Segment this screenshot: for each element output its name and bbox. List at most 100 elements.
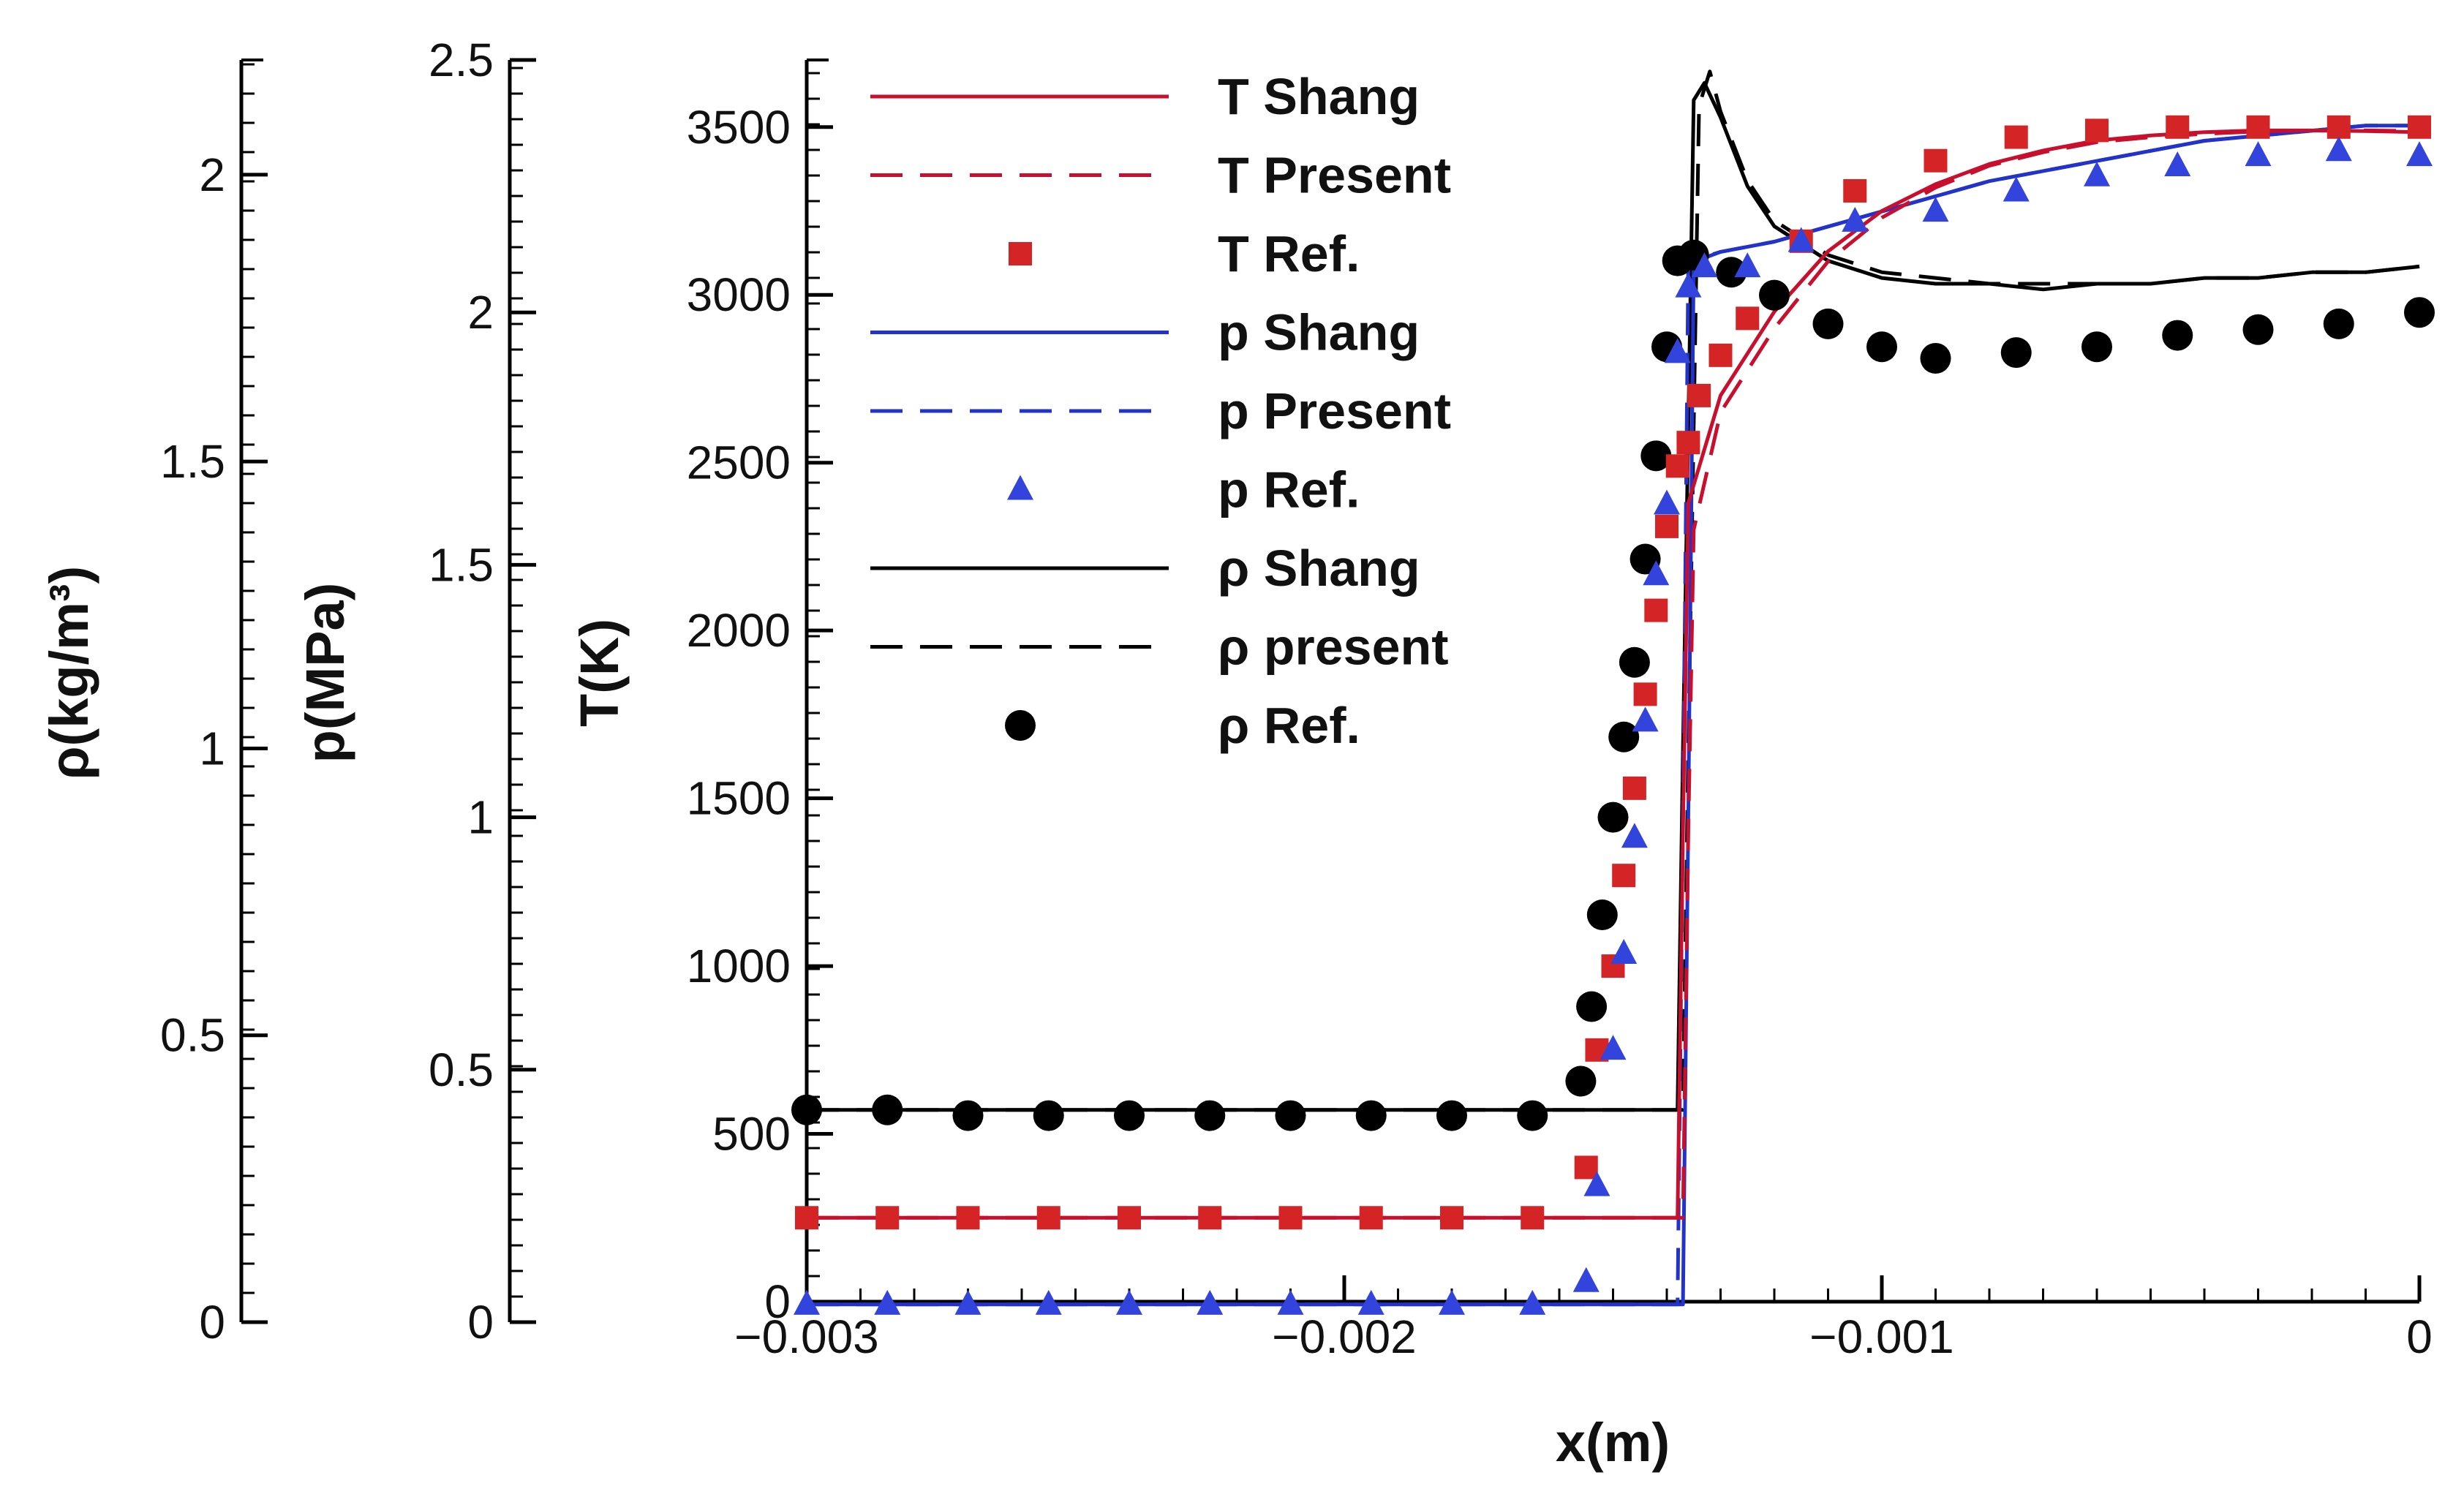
marker-triangle: [1621, 823, 1648, 848]
marker-circle: [1576, 991, 1608, 1022]
marker-triangle: [1632, 706, 1659, 732]
y-tick-label-rho: 1.5: [160, 435, 225, 488]
y-tick-label-p: 1: [467, 791, 494, 844]
marker-circle: [1640, 440, 1672, 472]
marker-triangle: [1643, 560, 1670, 586]
marker-square: [1036, 1206, 1060, 1230]
legend-item: p Present: [870, 382, 1451, 439]
marker-triangle: [1842, 206, 1869, 232]
marker-circle: [1608, 721, 1640, 752]
marker-triangle: [1583, 1171, 1610, 1196]
y-tick-label-T: 1000: [687, 940, 791, 992]
marker-circle: [1920, 342, 1951, 374]
marker-circle: [1759, 279, 1790, 311]
marker-square: [2246, 115, 2270, 139]
marker-triangle: [1734, 252, 1761, 278]
y-tick-label-rho: 0.5: [160, 1009, 225, 1062]
y-tick-label-p: 0: [467, 1296, 494, 1348]
marker-triangle: [2084, 161, 2110, 186]
marker-circle: [1005, 710, 1036, 741]
marker-square: [1843, 178, 1867, 203]
legend-label: T Shang: [1218, 68, 1420, 125]
marker-square: [2327, 115, 2351, 139]
y-tick-label-T: 1500: [687, 772, 791, 825]
marker-circle: [1194, 1100, 1226, 1131]
legend-item: T Ref.: [1009, 225, 1360, 282]
legend-item: ρ present: [870, 619, 1449, 676]
y-axis-p: 0 0.5 1 1.5 2 2.5 p(MPa): [295, 34, 536, 1348]
marker-triangle: [1007, 475, 1033, 500]
x-tick-label: −0.001: [1809, 1310, 1954, 1363]
marker-triangle: [874, 1289, 901, 1315]
marker-triangle: [954, 1289, 982, 1315]
x-axis-title: x(m): [1556, 1412, 1670, 1473]
series-ρ-shang: [807, 80, 2420, 1112]
y-tick-label-T: 0: [764, 1275, 791, 1328]
series-t-ref.: [795, 115, 2431, 1230]
marker-square: [956, 1206, 980, 1230]
y-tick-label-T: 2500: [687, 437, 791, 489]
series-line: [807, 80, 2420, 1112]
y-axis-title-p: p(MPa): [295, 583, 355, 763]
legend-label: ρ Shang: [1218, 540, 1420, 597]
marker-square: [795, 1206, 818, 1230]
marker-triangle: [2003, 176, 2030, 202]
marker-triangle: [1116, 1289, 1142, 1315]
marker-square: [1278, 1206, 1303, 1230]
marker-circle: [1619, 646, 1650, 678]
marker-square: [1198, 1206, 1222, 1230]
y-tick-label-p: 0.5: [429, 1044, 494, 1096]
marker-square: [1359, 1206, 1383, 1230]
marker-square: [1676, 431, 1700, 455]
marker-circle: [1114, 1100, 1145, 1131]
marker-circle: [1355, 1100, 1387, 1131]
marker-circle: [1716, 257, 1747, 288]
marker-triangle: [1675, 272, 1702, 298]
marker-circle: [1597, 801, 1629, 833]
marker-triangle: [1654, 489, 1680, 515]
y-tick-label-p: 1.5: [429, 538, 494, 591]
marker-circle: [1033, 1100, 1064, 1131]
marker-triangle: [1197, 1289, 1224, 1315]
marker-triangle: [1277, 1289, 1304, 1315]
y-tick-label-rho: 1: [199, 722, 225, 774]
marker-circle: [791, 1094, 822, 1125]
marker-square: [1612, 864, 1636, 888]
marker-square: [1687, 383, 1711, 407]
marker-square: [1736, 306, 1760, 331]
y-tick-label-p: 2: [467, 286, 494, 339]
y-axis-title-rho: ρ(kg/m³): [39, 566, 99, 780]
x-tick-label: −0.002: [1272, 1310, 1417, 1363]
marker-triangle: [2325, 136, 2352, 162]
y-axis-rho: 0 0.5 1 1.5 2 ρ(kg/m³): [39, 59, 268, 1348]
legend-item: T Present: [870, 147, 1451, 204]
marker-circle: [2323, 308, 2354, 339]
marker-triangle: [1664, 338, 1691, 363]
x-axis: −0.003 −0.002 −0.001 0 x(m): [734, 1275, 2433, 1473]
marker-circle: [1275, 1100, 1306, 1131]
legend-label: T Ref.: [1218, 225, 1360, 282]
marker-triangle: [794, 1289, 820, 1315]
marker-circle: [2081, 331, 2112, 363]
marker-triangle: [1035, 1289, 1062, 1315]
legend-label: p Present: [1218, 382, 1451, 439]
y-axis-T: 0 500 1000 1500 2000 2500 3000 3500 T(K): [569, 59, 833, 1328]
marker-circle: [1565, 1065, 1597, 1097]
legend-label: p Shang: [1218, 304, 1420, 361]
marker-square: [1118, 1206, 1141, 1230]
marker-square: [2166, 115, 2190, 139]
marker-circle: [2242, 314, 2274, 345]
marker-square: [1665, 454, 1689, 478]
marker-circle: [1436, 1100, 1467, 1131]
marker-triangle: [1600, 1035, 1627, 1060]
legend-item: p Ref.: [1007, 461, 1360, 518]
marker-square: [875, 1206, 900, 1230]
legend-item: ρ Shang: [870, 540, 1420, 597]
marker-circle: [2162, 320, 2193, 351]
legend-item: T Shang: [870, 68, 1420, 125]
marker-triangle: [1610, 939, 1638, 965]
y-tick-label-T: 500: [712, 1108, 791, 1161]
legend-label: T Present: [1218, 147, 1451, 204]
